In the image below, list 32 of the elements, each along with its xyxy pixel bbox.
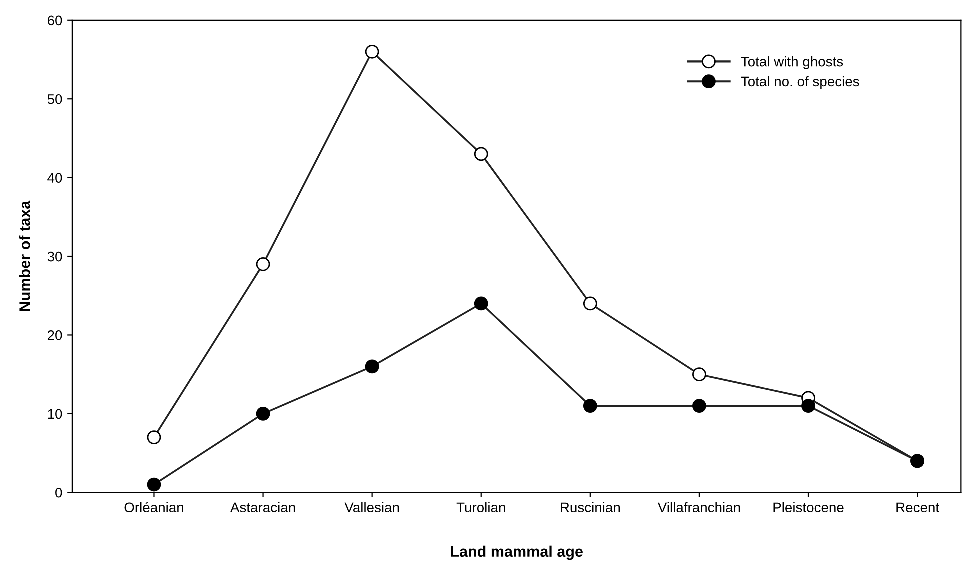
- legend-label: Total no. of species: [741, 76, 860, 90]
- point: [365, 360, 380, 374]
- x-tick-label: Astaracian: [230, 502, 296, 513]
- point: [256, 406, 270, 421]
- point: [474, 296, 488, 311]
- point: [474, 147, 488, 162]
- point: [256, 257, 270, 272]
- y-axis-title: Number of taxa: [19, 200, 30, 312]
- x-tick-label: Vallesian: [344, 502, 400, 513]
- y-tick-label: 50: [48, 94, 62, 104]
- y-tick-label: 30: [48, 252, 62, 262]
- point: [365, 44, 380, 59]
- y-tick-label: 10: [48, 409, 62, 420]
- x-tick-label: Pleistocene: [774, 502, 844, 513]
- y-tick-label: 60: [48, 16, 62, 26]
- point: [583, 296, 598, 311]
- y-tick-label: 20: [48, 330, 62, 340]
- point: [692, 399, 706, 414]
- y-tick-label: 40: [48, 173, 62, 183]
- point: [147, 430, 162, 444]
- point: [147, 478, 162, 492]
- point: [692, 368, 706, 382]
- point: [583, 399, 598, 414]
- x-tick-label: Villafranchian: [658, 502, 740, 513]
- x-tick-label: Recent: [896, 502, 940, 513]
- y-tick-label: 0: [56, 488, 62, 498]
- x-tick-label: Turolian: [456, 502, 506, 513]
- x-tick-label: Orléanian: [124, 502, 184, 513]
- x-axis-title: Land mammal age: [451, 546, 583, 560]
- legend-label: Total with ghosts: [741, 56, 844, 70]
- point: [802, 399, 816, 414]
- x-tick-label: Ruscinian: [561, 502, 620, 513]
